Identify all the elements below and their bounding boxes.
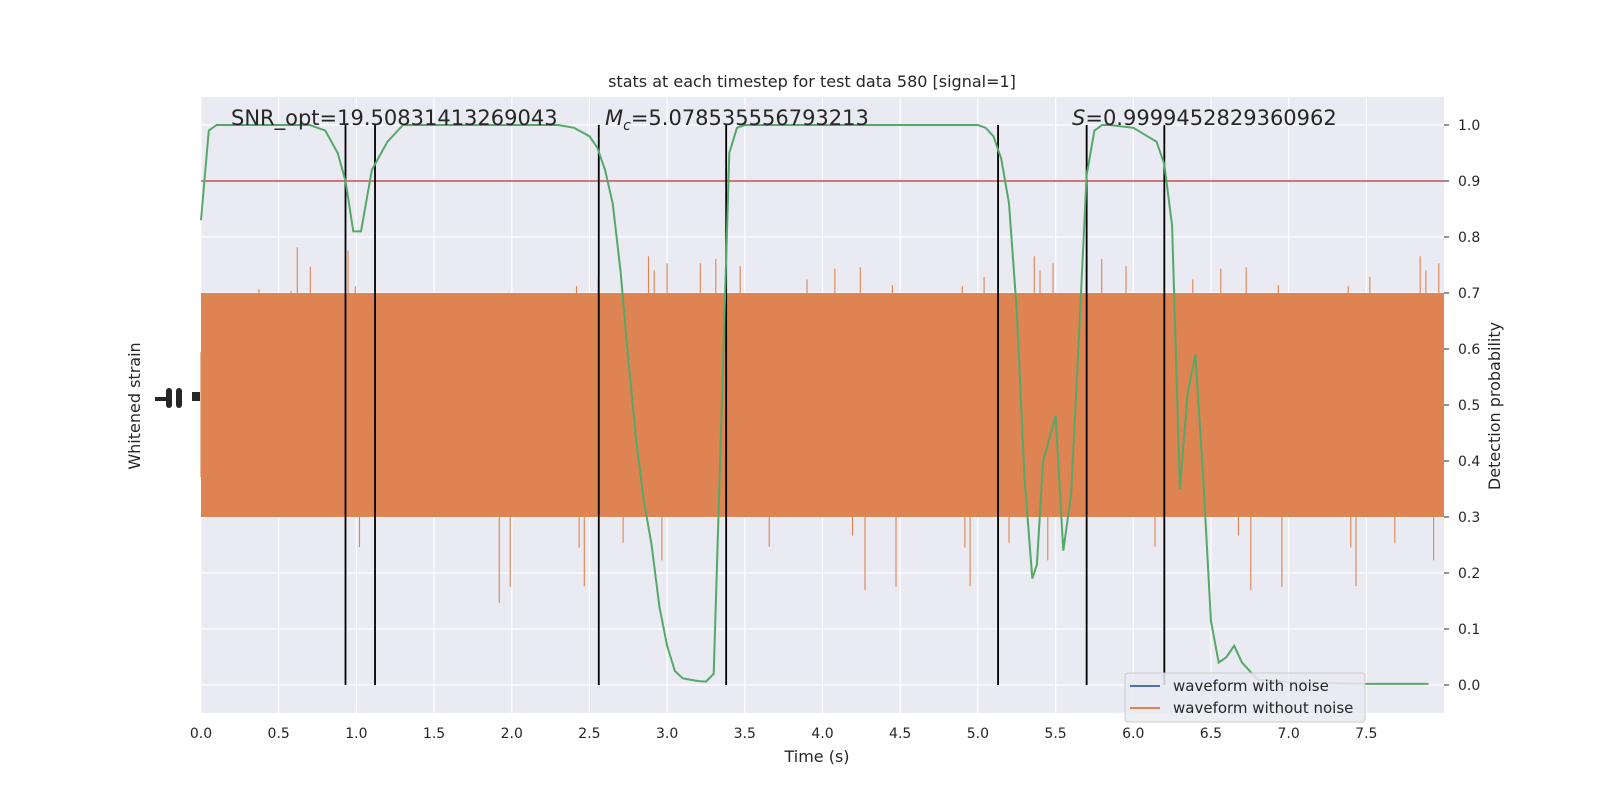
left-axis-ticks — [155, 388, 200, 408]
legend-label-noise: waveform with noise — [1173, 677, 1329, 695]
y-right-axis-label: Detection probability — [1485, 322, 1504, 490]
mc-value: =5.078535556793213 — [631, 106, 869, 130]
probability-line-group — [200, 124, 1429, 685]
left-tick-mark — [192, 392, 200, 401]
x-tick-label: 1.0 — [345, 726, 367, 742]
x-tick-label: 5.5 — [1044, 726, 1066, 742]
y-tick-label: 1.0 — [1458, 118, 1480, 134]
x-tick-label: 5.0 — [967, 726, 989, 742]
y-tick-label: 0.1 — [1458, 622, 1480, 638]
y-tick-label: 0.9 — [1458, 174, 1480, 190]
mc-annotation: Mc=5.078535556793213 — [605, 106, 869, 134]
mc-symbol: M — [605, 106, 623, 130]
y-tick-label: 0.8 — [1458, 230, 1480, 246]
y-tick-label: 0.0 — [1458, 678, 1480, 694]
s-value: =0.9999452829360962 — [1085, 106, 1336, 130]
noise-bars — [200, 247, 1445, 603]
x-tick-label: 7.5 — [1355, 726, 1377, 742]
y-tick-label: 0.6 — [1458, 342, 1480, 358]
x-tick-label: 2.5 — [578, 726, 600, 742]
x-tick-label: 4.0 — [811, 726, 833, 742]
y-tick-label: 0.4 — [1458, 454, 1480, 470]
y-tick-label: 0.5 — [1458, 398, 1480, 414]
x-tick-label: 1.5 — [423, 726, 445, 742]
x-tick-label: 2.0 — [501, 726, 523, 742]
y-tick-label: 0.2 — [1458, 566, 1480, 582]
x-axis-label: Time (s) — [783, 747, 849, 766]
s-symbol: S — [1072, 106, 1085, 130]
legend-box — [1124, 672, 1366, 723]
left-tick-mark — [155, 397, 171, 401]
chart-title: stats at each timestep for test data 580… — [608, 72, 1016, 91]
y-left-axis-label: Whitened strain — [125, 342, 144, 469]
x-tick-label: 0.0 — [190, 726, 212, 742]
left-tick-mark — [176, 388, 182, 408]
noise-trace — [200, 247, 1445, 603]
s-annotation: S=0.9999452829360962 — [1072, 106, 1337, 130]
x-tick-label: 7.0 — [1277, 726, 1299, 742]
y-right-axis-ticks: 0.0 0.1 0.2 0.3 0.4 0.5 0.6 0.7 0.8 0.9 1.0 — [1444, 118, 1480, 694]
legend-label-clean: waveform without noise — [1173, 699, 1353, 717]
x-axis-ticks: 0.0 0.5 1.0 1.5 2.0 2.5 3.0 3.5 4.0 4.5 5.0 5.5 6.0 6… — [190, 726, 1378, 742]
left-tick-mark — [166, 388, 172, 408]
x-tick-label: 6.0 — [1122, 726, 1144, 742]
legend: waveform with noise waveform without noi… — [1124, 672, 1366, 723]
x-tick-label: 3.5 — [734, 726, 756, 742]
x-tick-label: 4.5 — [889, 726, 911, 742]
x-tick-label: 3.0 — [656, 726, 678, 742]
snr-annotation: SNR_opt=19.50831413269043 — [231, 106, 558, 131]
y-tick-label: 0.3 — [1458, 510, 1480, 526]
y-tick-label: 0.7 — [1458, 286, 1480, 302]
x-tick-label: 0.5 — [268, 726, 290, 742]
mc-subscript: c — [623, 118, 631, 134]
detection-probability-line — [200, 124, 1429, 685]
vertical-lines — [344, 125, 1166, 685]
x-tick-label: 6.5 — [1200, 726, 1222, 742]
